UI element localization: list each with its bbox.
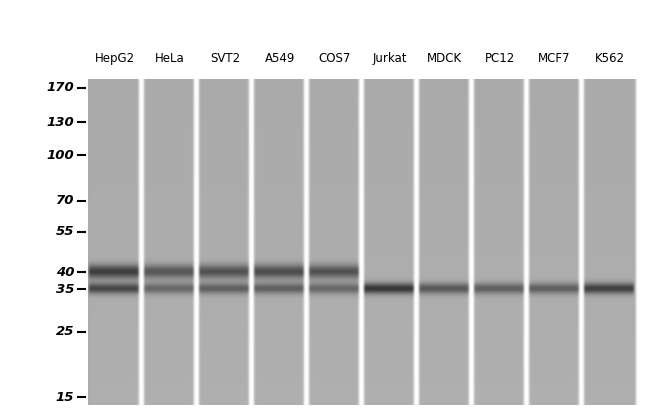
Text: SVT2: SVT2 — [210, 52, 240, 65]
Text: MDCK: MDCK — [427, 52, 462, 65]
Text: Κ562: Κ562 — [595, 52, 625, 65]
Text: 170: 170 — [46, 82, 74, 94]
Text: A549: A549 — [265, 52, 295, 65]
Text: 25: 25 — [55, 326, 74, 339]
Text: COS7: COS7 — [318, 52, 351, 65]
Text: PC12: PC12 — [484, 52, 515, 65]
Text: 130: 130 — [46, 115, 74, 128]
Text: 15: 15 — [55, 390, 74, 403]
Text: 55: 55 — [55, 225, 74, 238]
Text: 40: 40 — [55, 265, 74, 279]
Text: Jurkat: Jurkat — [372, 52, 407, 65]
Text: 35: 35 — [55, 283, 74, 296]
Text: 70: 70 — [55, 194, 74, 207]
Text: 100: 100 — [46, 149, 74, 162]
Text: MCF7: MCF7 — [538, 52, 571, 65]
Text: HeLa: HeLa — [155, 52, 185, 65]
Text: HepG2: HepG2 — [95, 52, 135, 65]
